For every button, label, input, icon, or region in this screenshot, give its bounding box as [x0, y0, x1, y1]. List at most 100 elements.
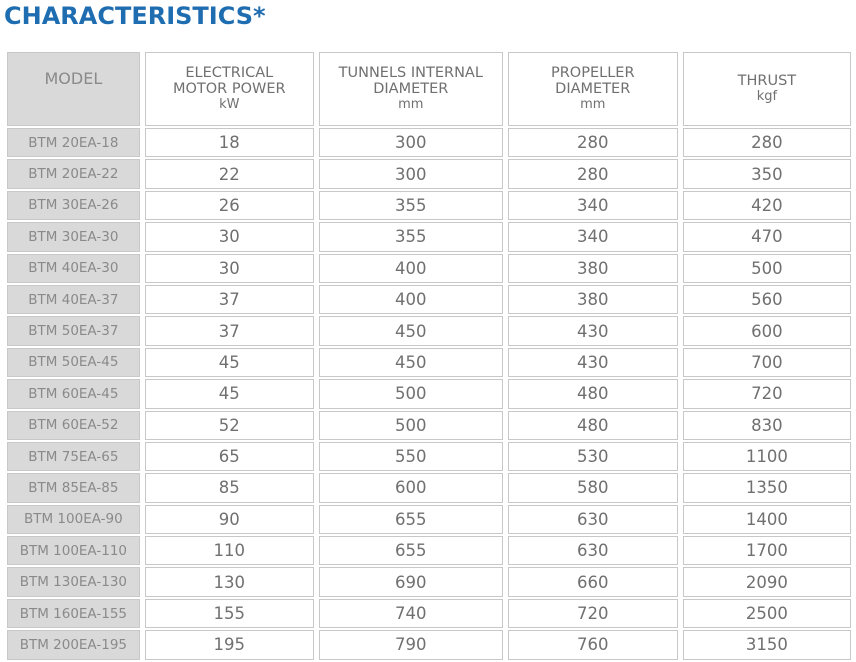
table-row: BTM 130EA-130 130 690 660 2090: [7, 567, 851, 597]
value-cell: 430: [507, 347, 678, 378]
value-cell: 3150: [682, 630, 851, 660]
table-row: BTM 75EA-65 65 550 530 1100: [7, 441, 851, 472]
value-cell: 760: [507, 630, 678, 660]
model-cell: BTM 60EA-45: [7, 379, 140, 409]
table-row: BTM 100EA-90 90 655 630 1400: [7, 504, 851, 535]
table-row: BTM 60EA-45 45 500 480 720: [7, 379, 851, 409]
table-row: BTM 85EA-85 85 600 580 1350: [7, 473, 851, 503]
column-label: ELECTRICAL MOTOR POWER: [172, 65, 286, 97]
value-cell: 340: [507, 190, 678, 221]
value-cell: 1400: [682, 504, 851, 535]
value-cell: 380: [507, 284, 678, 315]
value-cell: 600: [682, 316, 851, 346]
value-cell: 480: [507, 410, 678, 440]
value-cell: 65: [144, 441, 314, 472]
table-row: BTM 30EA-26 26 355 340 420: [7, 190, 851, 221]
value-cell: 500: [318, 379, 503, 409]
value-cell: 660: [507, 567, 678, 597]
value-cell: 470: [682, 222, 851, 252]
model-cell: BTM 40EA-30: [7, 253, 140, 283]
header-row: MODEL ELECTRICAL MOTOR POWER kW TUNNELS INT…: [7, 52, 851, 126]
column-label: MODEL: [44, 69, 103, 88]
page-title: CHARACTERISTICS*: [4, 2, 266, 30]
value-cell: 355: [318, 190, 503, 221]
value-cell: 1700: [682, 536, 851, 566]
value-cell: 630: [507, 504, 678, 535]
column-header: PROPELLER DIAMETER mm: [507, 52, 678, 126]
value-cell: 690: [318, 567, 503, 597]
value-cell: 110: [144, 536, 314, 566]
value-cell: 130: [144, 567, 314, 597]
value-cell: 350: [682, 159, 851, 189]
column-label: PROPELLER DIAMETER: [550, 65, 635, 97]
table-row: BTM 30EA-30 30 355 340 470: [7, 222, 851, 252]
model-cell: BTM 30EA-26: [7, 190, 140, 221]
model-cell: BTM 50EA-37: [7, 316, 140, 346]
value-cell: 450: [318, 316, 503, 346]
model-cell: BTM 85EA-85: [7, 473, 140, 503]
value-cell: 600: [318, 473, 503, 503]
value-cell: 52: [144, 410, 314, 440]
value-cell: 580: [507, 473, 678, 503]
value-cell: 500: [318, 410, 503, 440]
model-cell: BTM 160EA-155: [7, 598, 140, 629]
value-cell: 655: [318, 504, 503, 535]
column-header: TUNNELS INTERNAL DIAMETER mm: [318, 52, 503, 126]
column-header: THRUST kgf: [682, 52, 851, 126]
model-cell: BTM 130EA-130: [7, 567, 140, 597]
value-cell: 45: [144, 347, 314, 378]
value-cell: 37: [144, 316, 314, 346]
value-cell: 37: [144, 284, 314, 315]
value-cell: 530: [507, 441, 678, 472]
column-label: THRUST: [737, 73, 797, 89]
value-cell: 195: [144, 630, 314, 660]
model-cell: BTM 100EA-110: [7, 536, 140, 566]
value-cell: 830: [682, 410, 851, 440]
value-cell: 790: [318, 630, 503, 660]
value-cell: 450: [318, 347, 503, 378]
column-label: TUNNELS INTERNAL DIAMETER: [338, 65, 483, 97]
value-cell: 720: [682, 379, 851, 409]
column-unit: kW: [219, 97, 240, 112]
value-cell: 740: [318, 598, 503, 629]
value-cell: 300: [318, 128, 503, 158]
table-row: BTM 50EA-37 37 450 430 600: [7, 316, 851, 346]
value-cell: 22: [144, 159, 314, 189]
value-cell: 500: [682, 253, 851, 283]
value-cell: 26: [144, 190, 314, 221]
value-cell: 18: [144, 128, 314, 158]
model-cell: BTM 200EA-195: [7, 630, 140, 660]
model-cell: BTM 40EA-37: [7, 284, 140, 315]
value-cell: 550: [318, 441, 503, 472]
value-cell: 400: [318, 253, 503, 283]
value-cell: 155: [144, 598, 314, 629]
value-cell: 30: [144, 253, 314, 283]
table-row: BTM 50EA-45 45 450 430 700: [7, 347, 851, 378]
model-cell: BTM 30EA-30: [7, 222, 140, 252]
table-row: BTM 160EA-155 155 740 720 2500: [7, 598, 851, 629]
value-cell: 355: [318, 222, 503, 252]
model-cell: BTM 50EA-45: [7, 347, 140, 378]
table-row: BTM 60EA-52 52 500 480 830: [7, 410, 851, 440]
model-cell: BTM 60EA-52: [7, 410, 140, 440]
table-row: BTM 200EA-195 195 790 760 3150: [7, 630, 851, 660]
model-cell: BTM 100EA-90: [7, 504, 140, 535]
column-unit: kgf: [756, 89, 778, 104]
value-cell: 630: [507, 536, 678, 566]
column-unit: mm: [398, 97, 424, 112]
column-unit: mm: [580, 97, 606, 112]
value-cell: 300: [318, 159, 503, 189]
model-cell: BTM 20EA-18: [7, 128, 140, 158]
model-cell: BTM 75EA-65: [7, 441, 140, 472]
table-row: BTM 20EA-22 22 300 280 350: [7, 159, 851, 189]
model-cell: BTM 20EA-22: [7, 159, 140, 189]
value-cell: 280: [507, 159, 678, 189]
table-row: BTM 40EA-30 30 400 380 500: [7, 253, 851, 283]
column-header: MODEL: [7, 52, 140, 126]
value-cell: 1350: [682, 473, 851, 503]
value-cell: 480: [507, 379, 678, 409]
value-cell: 340: [507, 222, 678, 252]
value-cell: 2090: [682, 567, 851, 597]
value-cell: 280: [507, 128, 678, 158]
value-cell: 430: [507, 316, 678, 346]
